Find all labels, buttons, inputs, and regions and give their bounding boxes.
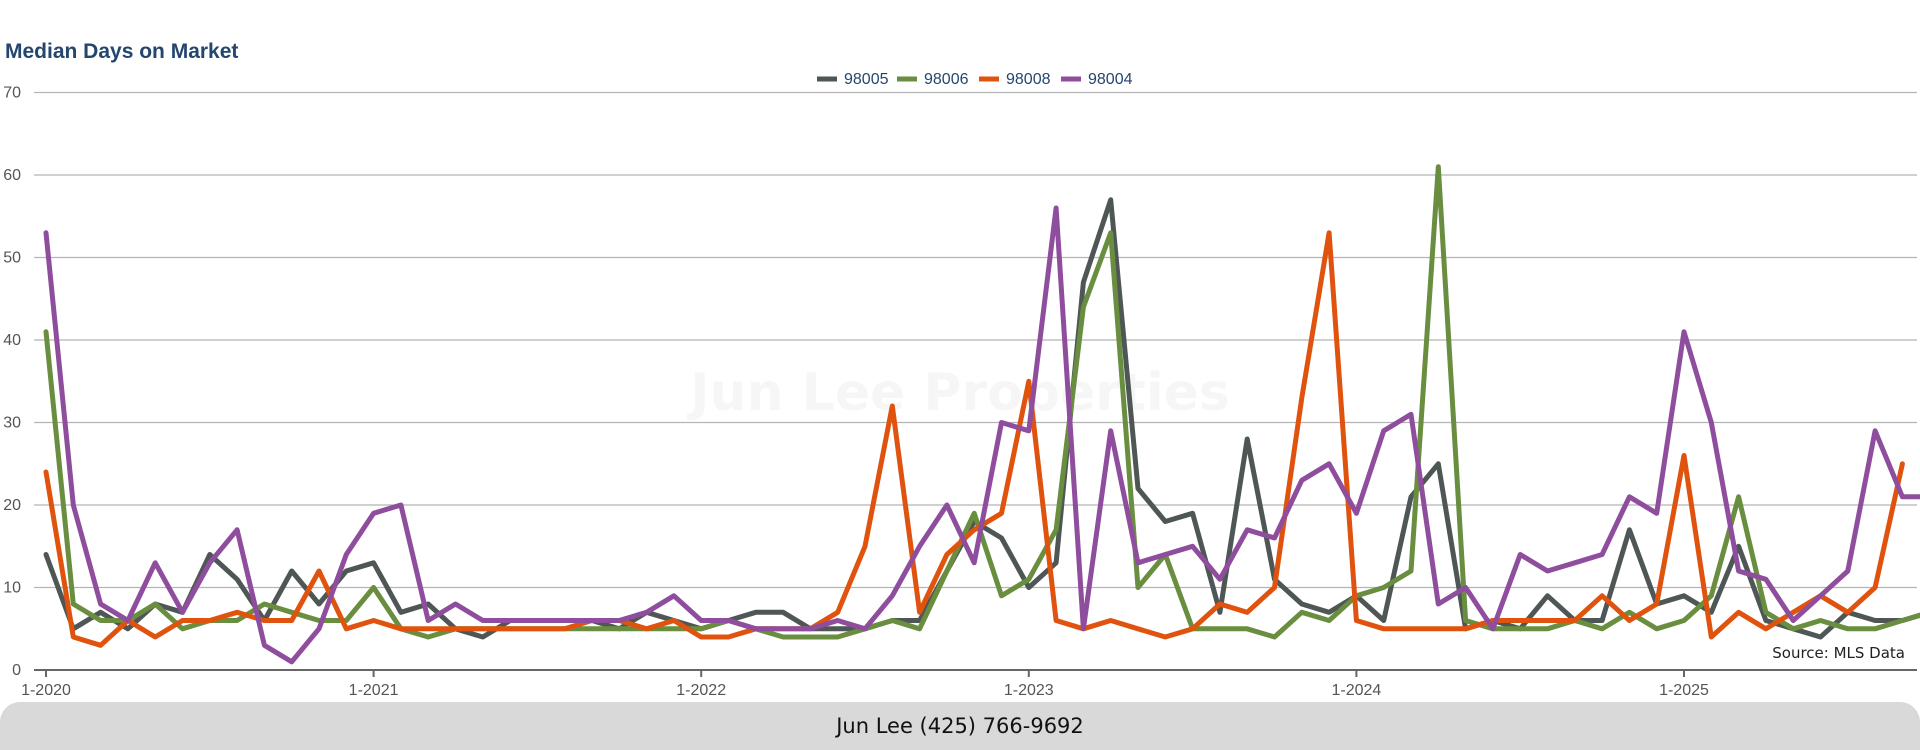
legend: 98005 98006 98008 98004 (817, 71, 1133, 88)
series-layer (43, 164, 1920, 665)
series-line-98004 (43, 205, 1920, 665)
legend-label-98004: 98004 (1088, 71, 1133, 88)
y-tick-label: 20 (3, 497, 21, 514)
legend-label-98008: 98008 (1006, 71, 1051, 88)
watermark-layer: Jun Lee Properties (687, 363, 1230, 423)
y-tick-label: 50 (3, 250, 21, 267)
x-tick-label: 1-2022 (676, 682, 726, 699)
x-tick-label: 1-2023 (1004, 682, 1054, 699)
legend-label-98005: 98005 (844, 71, 889, 88)
series-line-98005 (43, 197, 1920, 640)
contact-text: Jun Lee (425) 766-9692 (836, 714, 1084, 738)
y-tick-label: 30 (3, 415, 21, 432)
x-tick-label: 1-2021 (349, 682, 399, 699)
line-chart: Jun Lee Properties 0 10 20 30 40 50 60 70 1-202… (3, 71, 1920, 699)
series-line-98008 (43, 230, 1905, 648)
x-tick-label: 1-2020 (21, 682, 71, 699)
grid-layer: 0 10 20 30 40 50 60 70 (3, 85, 1917, 679)
chart-title: Median Days on Market (5, 40, 239, 63)
watermark-text: Jun Lee Properties (687, 363, 1230, 423)
series-line-98006 (43, 164, 1920, 640)
contact-footer: Jun Lee (425) 766-9692 (0, 702, 1920, 750)
y-tick-label: 10 (3, 580, 21, 597)
y-tick-label: 60 (3, 167, 21, 184)
source-note: Source: MLS Data (1772, 644, 1905, 662)
legend-label-98006: 98006 (924, 71, 969, 88)
axis-layer: 1-2020 1-2021 1-2022 1-2023 1-2024 1-2025 (21, 669, 1917, 699)
y-tick-label: 0 (12, 662, 21, 679)
x-tick-label: 1-2024 (1331, 682, 1381, 699)
x-tick-label: 1-2025 (1659, 682, 1709, 699)
y-tick-label: 40 (3, 332, 21, 349)
y-tick-label: 70 (3, 85, 21, 102)
